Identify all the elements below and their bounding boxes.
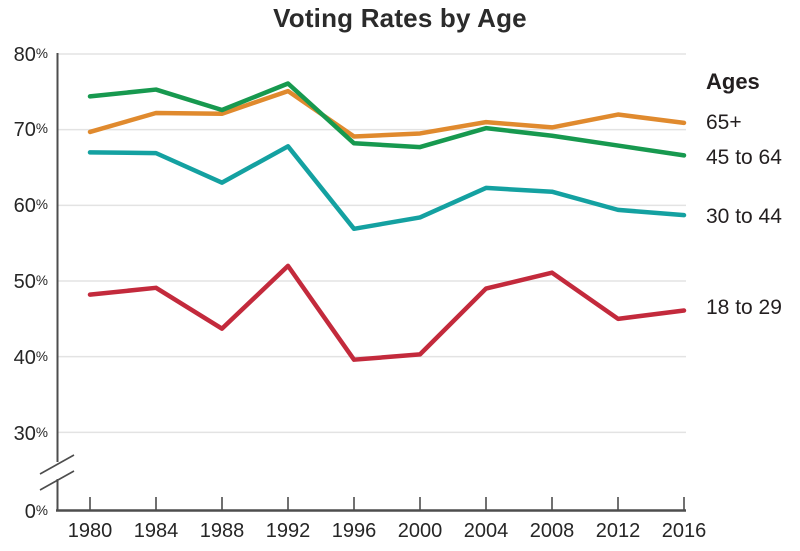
series-line-65plus <box>87 88 687 139</box>
legend-item-18to29: 18 to 29 <box>706 296 782 319</box>
x-axis-tick-label: 1988 <box>199 520 245 542</box>
percent-sign: % <box>35 425 48 440</box>
x-axis-tick-label: 2016 <box>661 520 707 542</box>
percent-sign: % <box>35 197 48 212</box>
percent-sign: % <box>35 273 48 288</box>
x-axis-tick-label: 2000 <box>397 520 443 542</box>
x-axis-tick-label: 2008 <box>529 520 575 542</box>
x-axis-tick-label: 1984 <box>133 520 179 542</box>
percent-sign: % <box>35 503 48 518</box>
legend-item-30to44: 30 to 44 <box>706 205 782 228</box>
legend-title: Ages <box>706 69 760 94</box>
y-axis-tick-label: 50% <box>13 270 48 293</box>
y-axis-tick-label: 30% <box>13 422 48 445</box>
x-axis-tick-label: 2004 <box>463 520 509 542</box>
percent-sign: % <box>35 121 48 136</box>
series-line-30-to-44 <box>87 144 687 232</box>
series-line-45-to-64 <box>87 81 687 158</box>
axis-break-icon <box>39 454 75 475</box>
y-axis-tick-label: 60% <box>13 194 48 217</box>
chart-title: Voting Rates by Age <box>273 3 527 33</box>
x-axis-tick-label: 2012 <box>595 520 641 542</box>
x-axis-tick-label: 1980 <box>67 520 113 542</box>
x-axis-tick-label: 1992 <box>265 520 311 542</box>
y-axis-tick-label: 0% <box>24 500 48 523</box>
x-axis-tick-label: 1996 <box>331 520 377 542</box>
y-axis-tick-label: 70% <box>13 118 48 141</box>
legend-item-45to64: 45 to 64 <box>706 146 782 169</box>
y-axis-tick-label: 40% <box>13 346 48 369</box>
series-line-18-to-29 <box>87 263 687 362</box>
y-axis-tick-label: 80% <box>13 43 48 66</box>
axis-break-icon <box>39 470 75 491</box>
legend-item-65plus: 65+ <box>706 111 742 134</box>
percent-sign: % <box>35 349 48 364</box>
percent-sign: % <box>35 46 48 61</box>
